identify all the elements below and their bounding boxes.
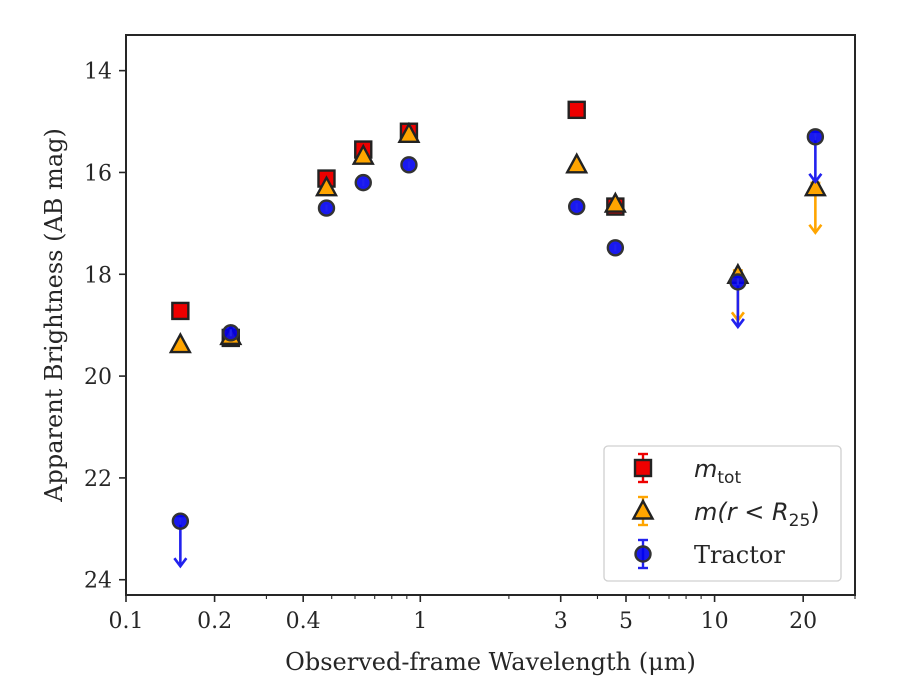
series-circle <box>171 128 825 569</box>
upper-limit-arrow <box>173 557 188 569</box>
legend-box <box>603 445 842 582</box>
plot-area <box>168 100 827 569</box>
x-tick-label: 1 <box>413 609 427 634</box>
upper-limit-arrow <box>808 173 823 184</box>
legend-label: m(r < R25) <box>694 498 820 531</box>
y-tick-label: 18 <box>84 263 112 288</box>
legend-marker-triangle <box>631 498 655 520</box>
legend-label: Tractor <box>694 541 785 569</box>
y-tick-label: 22 <box>84 467 112 492</box>
axes: 0.1 0.2 0.4 1 3 5 10 20 14 16 18 20 22 24 <box>84 60 856 634</box>
series-triangle <box>168 121 827 354</box>
x-tick-label: 5 <box>619 609 633 634</box>
y-tick-label: 24 <box>84 569 112 594</box>
y-tick-label: 14 <box>84 60 112 85</box>
x-tick-label: 3 <box>554 609 568 634</box>
plot-frame <box>125 34 856 596</box>
legend-marker-square <box>633 458 653 478</box>
legend-label: mtot <box>694 455 741 488</box>
x-tick-label: 10 <box>701 609 729 634</box>
y-axis-label: Apparent Brightness (AB mag) <box>40 128 68 503</box>
y-tick-label: 16 <box>84 161 112 186</box>
upper-limit-arrow <box>730 318 745 330</box>
legend: mtot m(r < R25) Tractor <box>603 445 842 582</box>
x-tick-label: 0.4 <box>286 609 321 634</box>
x-axis-label: Observed-frame Wavelength (μm) <box>285 648 696 676</box>
upper-limit-arrow <box>808 223 823 235</box>
legend-marker-circle <box>634 545 652 563</box>
y-tick-label: 20 <box>84 365 112 390</box>
x-tick-label: 0.1 <box>109 609 144 634</box>
x-tick-label: 20 <box>789 609 817 634</box>
x-tick-label: 0.2 <box>197 609 232 634</box>
